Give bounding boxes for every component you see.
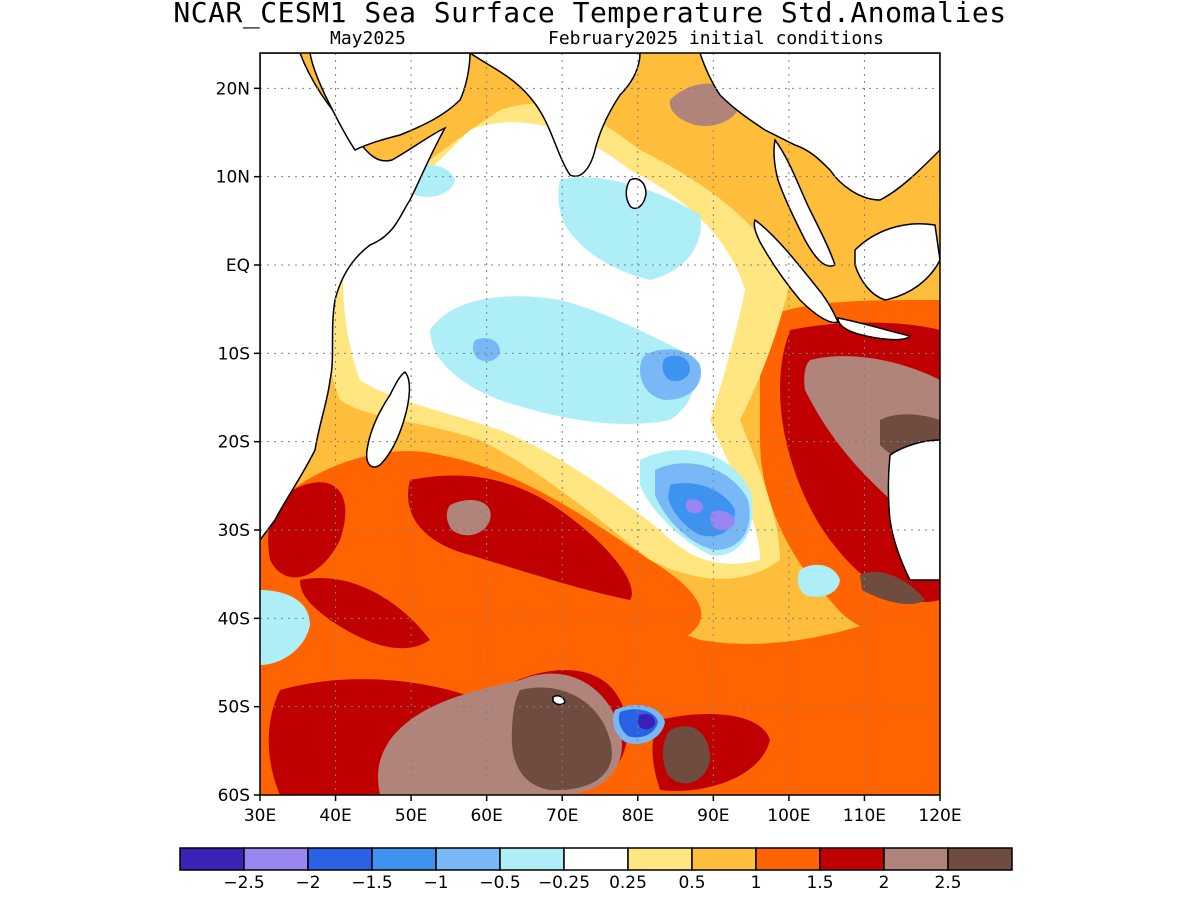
cool-core-5 <box>662 355 690 382</box>
cool-core-8 <box>710 510 735 530</box>
lon-tick-label: 110E <box>843 806 886 826</box>
lat-tick-label: 60S <box>218 786 250 806</box>
extreme-warm-se2 <box>860 571 925 605</box>
colorbar-label: 0.25 <box>609 873 647 893</box>
colorbar-label: 1.5 <box>806 873 833 893</box>
africa-land <box>260 53 447 542</box>
cool-core-10 <box>637 714 656 730</box>
colorbar-labels: −2.5 −2 −1.5 −1 −0.5 −0.25 0.25 0.5 1 1.5 2 2.5 <box>223 873 961 893</box>
colorbar-swatch <box>179 847 245 871</box>
colorbar-swatch <box>563 847 629 871</box>
cool-core-9 <box>685 499 704 514</box>
colorbar-label: −1 <box>423 873 448 893</box>
colorbar-swatch <box>755 847 821 871</box>
strong-warm-sw <box>268 482 346 578</box>
lat-tick-label: 20N <box>216 79 250 99</box>
colorbar-swatch <box>371 847 437 871</box>
madagascar-land <box>365 371 411 468</box>
lat-tick-label: 10S <box>218 344 250 364</box>
borneo-land <box>854 223 940 301</box>
lon-tick-label: 70E <box>546 806 578 826</box>
lat-tick-label: 30S <box>218 521 250 541</box>
latitude-axis: 20N 10N EQ 10S 20S 30S 40S 50S 60S <box>216 79 260 806</box>
cool-anomaly-central <box>430 296 694 424</box>
lat-tick-label: EQ <box>226 256 250 276</box>
extreme-warm-central <box>446 500 491 536</box>
initial-conditions-label: February2025 initial conditions <box>548 28 884 49</box>
lon-tick-label: 120E <box>918 806 961 826</box>
lat-tick-label: 50S <box>218 698 250 718</box>
colorbar-label: 0.5 <box>678 873 705 893</box>
cool-core-3 <box>472 338 500 362</box>
colorbar-swatch <box>947 847 1013 871</box>
colorbar-label: −2.5 <box>223 873 264 893</box>
colorbar-label: 1 <box>751 873 762 893</box>
arabia-land <box>309 53 471 151</box>
colorbar-label: −0.5 <box>479 873 520 893</box>
lon-tick-label: 30E <box>244 806 276 826</box>
colorbar-label: 2.5 <box>934 873 961 893</box>
colorbar-label: 2 <box>879 873 890 893</box>
extreme-warm-se-dark <box>662 726 710 784</box>
longitude-axis: 30E 40E 50E 60E 70E 80E 90E 100E 110E 120E <box>244 795 962 826</box>
colorbar-swatch <box>435 847 501 871</box>
colorbar-swatch <box>499 847 565 871</box>
colorbar-swatch <box>627 847 693 871</box>
lat-tick-label: 40S <box>218 609 250 629</box>
india-land <box>468 53 641 177</box>
colorbar-swatch <box>307 847 373 871</box>
lon-tick-label: 60E <box>470 806 502 826</box>
colorbar-swatch <box>691 847 757 871</box>
extreme-warm-south-dark <box>511 687 612 791</box>
strong-warm-band <box>300 578 430 649</box>
lat-tick-label: 20S <box>218 433 250 453</box>
colorbar-label: −2 <box>295 873 320 893</box>
forecast-month: May2025 <box>330 28 406 49</box>
cool-anomaly-north <box>558 177 701 280</box>
lon-tick-label: 50E <box>395 806 427 826</box>
australia-land <box>887 439 940 581</box>
map-frame <box>259 52 941 796</box>
sri-lanka-land <box>625 178 647 210</box>
colorbar-label: −0.25 <box>538 873 590 893</box>
sumatra-land <box>753 218 839 324</box>
colorbar-swatch <box>243 847 309 871</box>
java-land <box>837 317 912 341</box>
colorbar <box>179 847 1013 871</box>
lon-tick-label: 100E <box>767 806 810 826</box>
lon-tick-label: 40E <box>319 806 351 826</box>
lon-tick-label: 80E <box>622 806 654 826</box>
cool-anomaly-west <box>260 590 310 665</box>
anomaly-field <box>260 53 940 795</box>
map-title: NCAR_CESM1 Sea Surface Temperature Std.A… <box>173 0 1007 29</box>
cool-anomaly-east <box>797 564 840 597</box>
colorbar-swatch <box>883 847 949 871</box>
lat-tick-label: 10N <box>216 168 250 188</box>
colorbar-label: −1.5 <box>351 873 392 893</box>
lon-tick-label: 90E <box>697 806 729 826</box>
malay-peninsula-land <box>773 138 836 267</box>
colorbar-swatch <box>819 847 885 871</box>
southeast-asia-land <box>699 53 940 201</box>
